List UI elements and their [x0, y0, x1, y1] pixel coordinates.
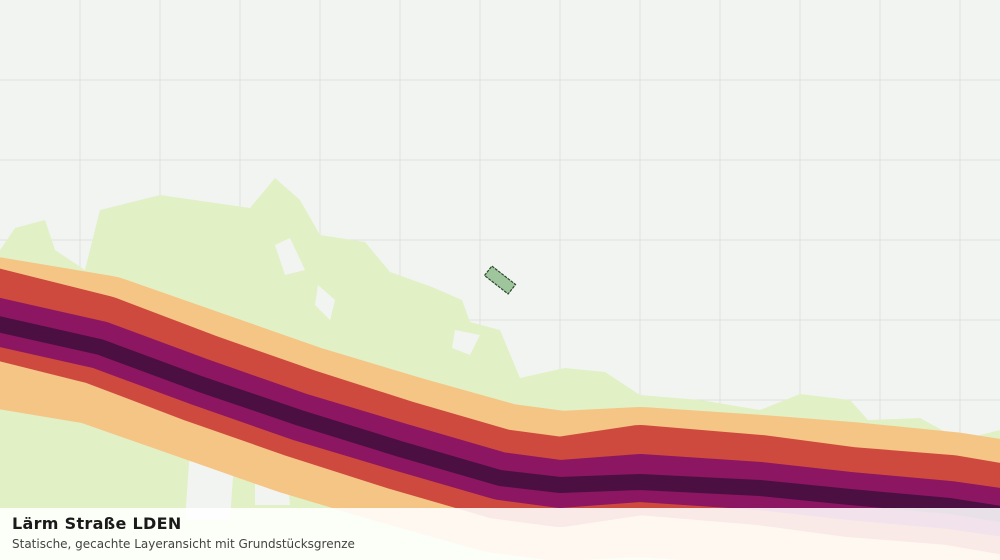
layer-subtitle: Statische, gecachte Layeransicht mit Gru… — [12, 537, 355, 551]
noise-bands — [0, 257, 1000, 560]
info-panel: Lärm Straße LDEN Statische, gecachte Lay… — [0, 508, 1000, 560]
parcel-boundary[interactable] — [483, 265, 517, 295]
layer-title: Lärm Straße LDEN — [12, 514, 182, 533]
